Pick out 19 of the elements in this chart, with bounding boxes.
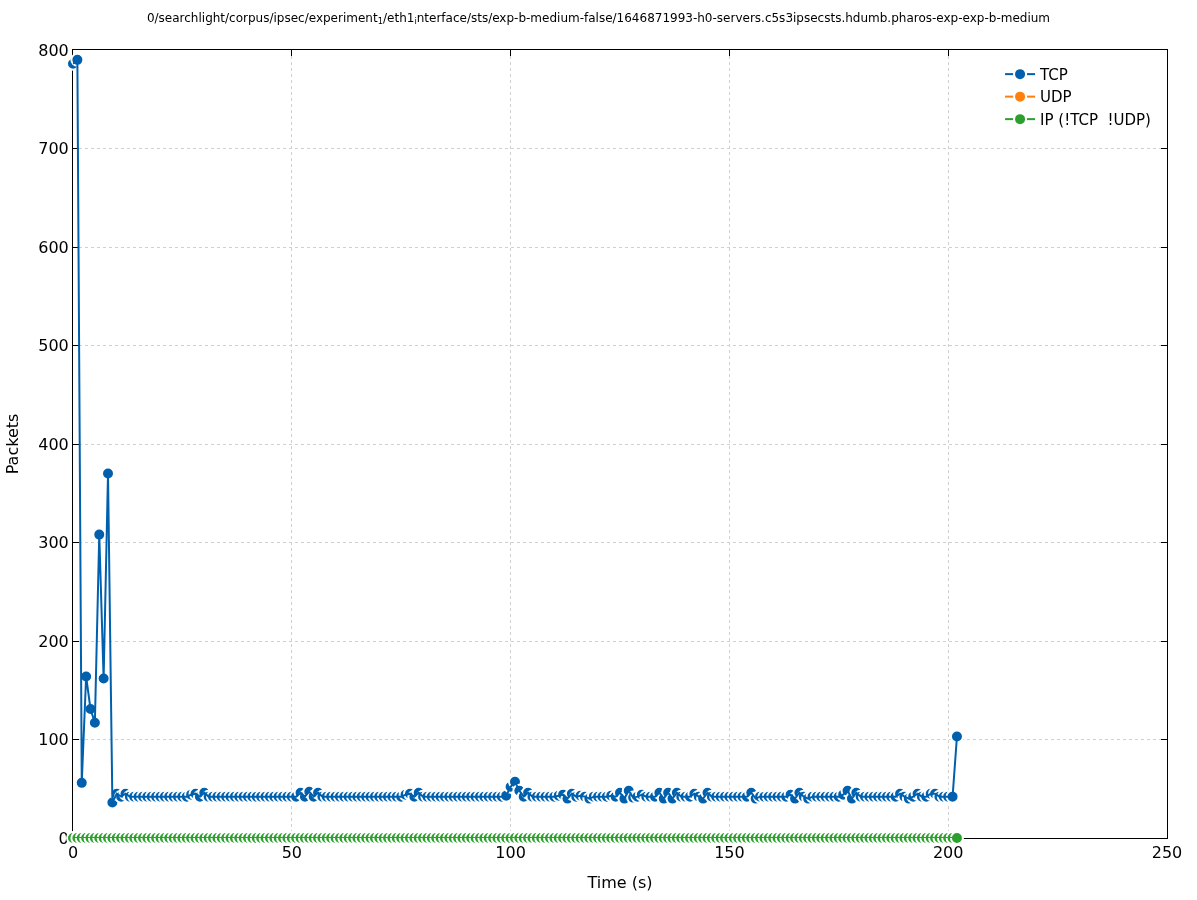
y-axis-title: Packets (3, 413, 23, 475)
legend-label: TCP (1039, 65, 1068, 84)
x-axis-title: Time (s) (586, 872, 653, 892)
y-tick-label: 300 (38, 533, 69, 553)
x-tick-label: 100 (495, 843, 526, 863)
legend-label: IP (!TCP !UDP) (1040, 110, 1151, 129)
chart-title: 0/searchlight/corpus/ipsec/experiment$_{1}$/eth1$_{i}$nterface/sts/exp-b-medium-false/1646871993-h0-servers.c5s3ipsecsts.hdumb.pharos-exp-exp-b-medium (146, 10, 1051, 27)
x-tick-label: 200 (932, 843, 964, 863)
legend-label: UDP (1040, 88, 1072, 107)
y-tick-label: 600 (38, 237, 69, 257)
x-tick-label: 250 (1151, 843, 1183, 863)
y-tick-label: 400 (38, 434, 69, 454)
y-tick-label: 800 (38, 40, 69, 60)
x-tick-label: 50 (281, 843, 302, 863)
y-tick-label: 500 (38, 336, 69, 356)
y-tick-label: 700 (38, 139, 69, 159)
y-tick-label: 200 (38, 631, 69, 651)
y-tick-label: 100 (38, 730, 69, 750)
x-tick-label: 150 (714, 843, 745, 863)
